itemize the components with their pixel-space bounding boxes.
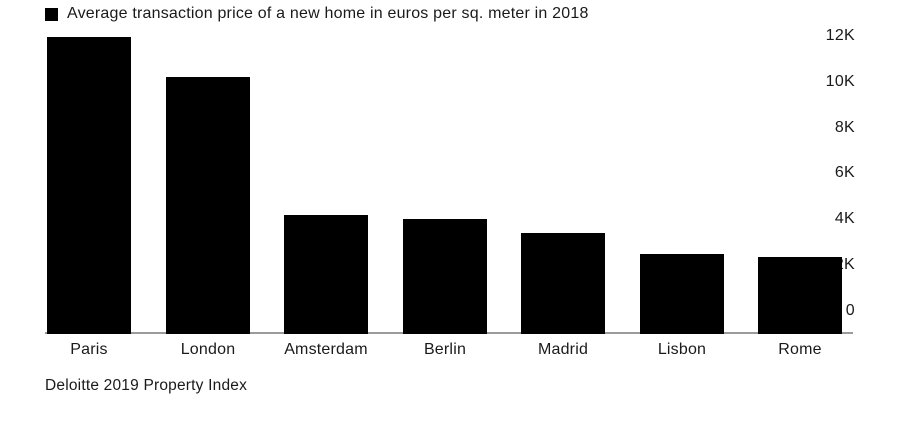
bar-london bbox=[166, 77, 250, 334]
bar-berlin bbox=[403, 219, 487, 334]
bar-amsterdam bbox=[284, 215, 368, 334]
y-tick-label: 10K bbox=[825, 72, 855, 90]
x-category-label: Paris bbox=[70, 341, 108, 358]
y-tick-label: 8K bbox=[834, 118, 855, 136]
y-tick-label: 6K bbox=[834, 164, 855, 182]
source-note: Deloitte 2019 Property Index bbox=[45, 377, 248, 394]
x-category-label: London bbox=[180, 341, 236, 358]
bar-rome bbox=[758, 257, 842, 334]
chart-title: Average transaction price of a new home … bbox=[67, 5, 589, 22]
legend-marker-square-icon bbox=[45, 7, 58, 21]
bar-paris bbox=[47, 37, 131, 334]
chart-legend: Average transaction price of a new home … bbox=[45, 5, 589, 23]
bar-lisbon bbox=[640, 254, 724, 334]
bar-madrid bbox=[521, 233, 605, 334]
x-category-label: Rome bbox=[778, 341, 822, 358]
x-category-label: Amsterdam bbox=[284, 341, 368, 358]
y-tick-label: 4K bbox=[834, 210, 855, 228]
y-tick-label: 0 bbox=[845, 302, 855, 319]
x-category-label: Berlin bbox=[423, 341, 467, 358]
y-tick-label: 12K bbox=[825, 26, 855, 44]
x-category-label: Madrid bbox=[537, 341, 589, 358]
x-category-label: Lisbon bbox=[657, 341, 707, 358]
